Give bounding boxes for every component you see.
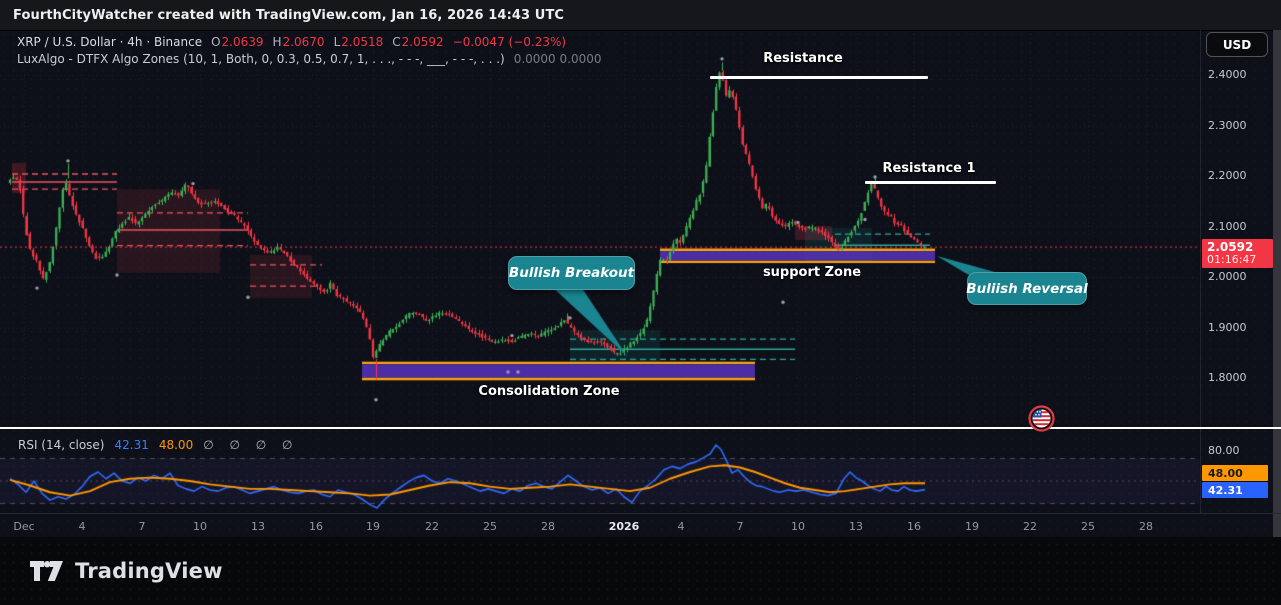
- tradingview-logo[interactable]: TradingView: [30, 559, 223, 583]
- time-axis-label: 4: [677, 520, 685, 533]
- symbol-title[interactable]: XRP / U.S. Dollar · 4h · Binance: [17, 35, 203, 49]
- time-axis[interactable]: Dec 4 7 10 13 16 19 22 25 28 2026 4 7 10 13 16 19 22 25 28: [0, 513, 1281, 538]
- time-axis-label: 22: [425, 520, 439, 533]
- annotation-resistance-1-line[interactable]: [865, 181, 996, 184]
- indicator-legend[interactable]: LuxAlgo - DTFX Algo Zones (10, 1, Both, …: [17, 52, 601, 66]
- tradingview-logo-icon: [30, 561, 63, 581]
- callout-bullish-reversal[interactable]: Buliish Reversal: [966, 272, 1088, 305]
- indicator-values: 0.0000 0.0000: [513, 52, 602, 66]
- rsi-title[interactable]: RSI (14, close): [18, 438, 105, 452]
- ohlc-close: C 2.0592: [392, 35, 444, 49]
- symbol-legend[interactable]: XRP / U.S. Dollar · 4h · Binance O 2.0639…: [17, 35, 566, 49]
- time-axis-label: 4: [78, 520, 86, 533]
- annotation-resistance[interactable]: Resistance: [763, 51, 843, 66]
- time-axis-label: 13: [849, 520, 863, 533]
- time-axis-label: 7: [736, 520, 744, 533]
- rsi-axis-label-80: 80.00: [1208, 444, 1240, 457]
- attribution-bar: FourthCityWatcher created with TradingVi…: [0, 0, 1281, 31]
- time-axis-label: Dec: [13, 520, 35, 533]
- current-price-value: 2.0592: [1207, 240, 1254, 254]
- time-axis-label: 28: [541, 520, 555, 533]
- change-value: −0.0047 (−0.23%): [452, 35, 567, 49]
- current-price-label: 2.0592 01:16:47: [1202, 239, 1273, 268]
- ohlc-open: O 2.0639: [211, 35, 264, 49]
- bar-countdown: 01:16:47: [1207, 253, 1257, 266]
- time-axis-label: 19: [965, 520, 979, 533]
- rsi-smoothing-badge: 48.00: [1202, 465, 1268, 481]
- rsi-value-badge: 42.31: [1202, 482, 1268, 498]
- annotation-consolidation-zone[interactable]: Consolidation Zone: [478, 384, 620, 399]
- indicator-name[interactable]: LuxAlgo - DTFX Algo Zones (10, 1, Both, …: [17, 52, 505, 66]
- time-axis-label: 16: [907, 520, 921, 533]
- currency-toggle-button[interactable]: USD: [1206, 32, 1268, 57]
- price-axis-label: 1.9000: [1208, 320, 1247, 334]
- price-axis-label: 2.4000: [1208, 68, 1247, 81]
- time-axis-label: 2026: [608, 520, 640, 533]
- callout-bullish-breakout[interactable]: Bullish Breakout: [508, 256, 635, 290]
- price-axis-label: 2.2000: [1208, 169, 1247, 182]
- ohlc-high: H 2.0670: [272, 35, 325, 49]
- rsi-legend[interactable]: RSI (14, close) 42.31 48.00 ∅ ∅ ∅ ∅: [18, 438, 298, 452]
- time-axis-label: 25: [483, 520, 497, 533]
- time-axis-label: 10: [193, 520, 207, 533]
- time-axis-label: 28: [1139, 520, 1153, 533]
- annotation-support-zone[interactable]: support Zone: [762, 265, 862, 280]
- time-axis-label: 13: [251, 520, 265, 533]
- time-axis-label: 16: [309, 520, 323, 533]
- price-axis-label: 2.1000: [1208, 219, 1247, 233]
- time-axis-label: 22: [1023, 520, 1037, 533]
- rsi-empty-slots: ∅ ∅ ∅ ∅: [203, 438, 299, 452]
- footer: TradingView: [0, 537, 1281, 605]
- rsi-value: 42.31: [114, 438, 149, 452]
- rsi-smoothing-value: 48.00: [158, 438, 194, 452]
- annotation-resistance-1[interactable]: Resistance 1: [882, 161, 976, 176]
- time-axis-label: 19: [366, 520, 380, 533]
- price-axis-label: 1.8000: [1208, 371, 1247, 384]
- ohlc-low: L 2.0518: [333, 35, 384, 49]
- price-axis-label: 2.0000: [1208, 270, 1247, 283]
- time-axis-label: 7: [138, 520, 146, 533]
- attribution-text: FourthCityWatcher created with TradingVi…: [13, 7, 565, 23]
- annotation-resistance-line[interactable]: [710, 76, 928, 79]
- scroll-edge-strip[interactable]: [1273, 30, 1281, 537]
- time-axis-label: 10: [791, 520, 805, 533]
- pane-separator[interactable]: [0, 427, 1281, 429]
- us-flag-event-icon[interactable]: [1028, 405, 1055, 436]
- time-axis-label: 25: [1081, 520, 1095, 533]
- tradingview-logo-text: TradingView: [75, 559, 223, 583]
- price-axis-border: [1200, 30, 1201, 513]
- price-axis-label: 2.3000: [1208, 118, 1247, 132]
